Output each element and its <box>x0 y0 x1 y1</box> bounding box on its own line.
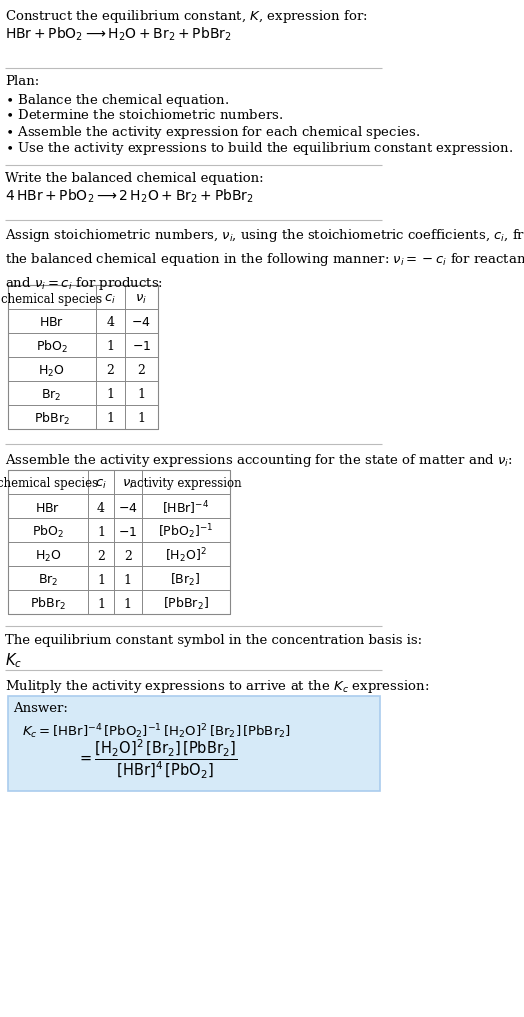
Text: $\mathrm{H_2O}$: $\mathrm{H_2O}$ <box>35 548 61 563</box>
Text: $[\mathrm{Br_2}]$: $[\mathrm{Br_2}]$ <box>170 572 201 588</box>
Text: $\mathrm{PbBr_2}$: $\mathrm{PbBr_2}$ <box>34 411 70 427</box>
Text: $\mathrm{H_2O}$: $\mathrm{H_2O}$ <box>38 363 65 378</box>
Text: 4: 4 <box>106 316 114 330</box>
Text: 1: 1 <box>97 526 105 538</box>
Text: 1: 1 <box>137 388 145 402</box>
Text: $[\mathrm{PbBr_2}]$: $[\mathrm{PbBr_2}]$ <box>163 596 209 612</box>
Text: 1: 1 <box>124 598 132 610</box>
Text: $-4$: $-4$ <box>132 316 151 330</box>
Text: $\mathrm{HBr}$: $\mathrm{HBr}$ <box>35 501 60 515</box>
FancyBboxPatch shape <box>8 696 380 791</box>
Text: 1: 1 <box>97 574 105 587</box>
Text: 4: 4 <box>97 501 105 515</box>
Text: 1: 1 <box>97 598 105 610</box>
Text: Assign stoichiometric numbers, $\nu_i$, using the stoichiometric coefficients, $: Assign stoichiometric numbers, $\nu_i$, … <box>5 227 524 293</box>
Text: 1: 1 <box>137 413 145 425</box>
Text: The equilibrium constant symbol in the concentration basis is:: The equilibrium constant symbol in the c… <box>5 634 422 647</box>
Text: $-1$: $-1$ <box>118 526 137 538</box>
Text: activity expression: activity expression <box>130 478 242 490</box>
Text: $\bullet$ Determine the stoichiometric numbers.: $\bullet$ Determine the stoichiometric n… <box>5 108 283 122</box>
Text: $K_c = [\mathrm{HBr}]^{-4}\,[\mathrm{PbO_2}]^{-1}\,[\mathrm{H_2O}]^{2}\,[\mathrm: $K_c = [\mathrm{HBr}]^{-4}\,[\mathrm{PbO… <box>22 722 291 740</box>
Text: $\mathrm{PbO_2}$: $\mathrm{PbO_2}$ <box>32 524 64 540</box>
Text: 2: 2 <box>97 549 105 562</box>
Text: $= \dfrac{[\mathrm{H_2O}]^{2}\,[\mathrm{Br_2}]\,[\mathrm{PbBr_2}]}{[\mathrm{HBr}: $= \dfrac{[\mathrm{H_2O}]^{2}\,[\mathrm{… <box>77 738 237 781</box>
Text: Plan:: Plan: <box>5 75 40 88</box>
Text: $\mathrm{Br_2}$: $\mathrm{Br_2}$ <box>38 573 58 588</box>
Text: $\mathrm{HBr}$: $\mathrm{HBr}$ <box>39 316 64 330</box>
FancyBboxPatch shape <box>8 285 158 429</box>
Text: $c_i$: $c_i$ <box>104 293 116 305</box>
Text: 2: 2 <box>106 364 114 377</box>
Text: $\bullet$ Balance the chemical equation.: $\bullet$ Balance the chemical equation. <box>5 92 230 109</box>
Text: $K_c$: $K_c$ <box>5 651 23 670</box>
Text: $\mathrm{PbO_2}$: $\mathrm{PbO_2}$ <box>36 339 68 355</box>
Text: $\mathrm{4\,HBr + PbO_2 \longrightarrow 2\,H_2O + Br_2 + PbBr_2}$: $\mathrm{4\,HBr + PbO_2 \longrightarrow … <box>5 188 254 205</box>
Text: Answer:: Answer: <box>14 702 68 715</box>
Text: $[\mathrm{HBr}]^{-4}$: $[\mathrm{HBr}]^{-4}$ <box>162 499 209 517</box>
Text: $[\mathrm{PbO_2}]^{-1}$: $[\mathrm{PbO_2}]^{-1}$ <box>158 523 213 541</box>
FancyBboxPatch shape <box>8 470 230 614</box>
Text: $\mathrm{Br_2}$: $\mathrm{Br_2}$ <box>41 387 62 403</box>
Text: Write the balanced chemical equation:: Write the balanced chemical equation: <box>5 172 264 185</box>
Text: 1: 1 <box>106 413 114 425</box>
Text: 2: 2 <box>124 549 132 562</box>
Text: Assemble the activity expressions accounting for the state of matter and $\nu_i$: Assemble the activity expressions accoun… <box>5 452 513 469</box>
Text: 1: 1 <box>106 388 114 402</box>
Text: $\mathrm{PbBr_2}$: $\mathrm{PbBr_2}$ <box>30 596 66 612</box>
Text: $\nu_i$: $\nu_i$ <box>135 293 147 305</box>
Text: $\mathrm{HBr + PbO_2 \longrightarrow H_2O + Br_2 + PbBr_2}$: $\mathrm{HBr + PbO_2 \longrightarrow H_2… <box>5 26 232 44</box>
Text: $-1$: $-1$ <box>132 341 151 354</box>
Text: $[\mathrm{H_2O}]^{2}$: $[\mathrm{H_2O}]^{2}$ <box>165 547 206 565</box>
Text: chemical species: chemical species <box>0 478 99 490</box>
Text: 2: 2 <box>137 364 145 377</box>
Text: $\nu_i$: $\nu_i$ <box>122 477 134 490</box>
Text: $c_i$: $c_i$ <box>95 477 107 490</box>
Text: 1: 1 <box>106 341 114 354</box>
Text: Construct the equilibrium constant, $K$, expression for:: Construct the equilibrium constant, $K$,… <box>5 8 368 25</box>
Text: chemical species: chemical species <box>1 293 102 305</box>
Text: Mulitply the activity expressions to arrive at the $K_c$ expression:: Mulitply the activity expressions to arr… <box>5 678 430 695</box>
Text: $-4$: $-4$ <box>118 501 138 515</box>
Text: 1: 1 <box>124 574 132 587</box>
Text: $\bullet$ Assemble the activity expression for each chemical species.: $\bullet$ Assemble the activity expressi… <box>5 124 420 141</box>
Text: $\bullet$ Use the activity expressions to build the equilibrium constant express: $\bullet$ Use the activity expressions t… <box>5 140 514 157</box>
